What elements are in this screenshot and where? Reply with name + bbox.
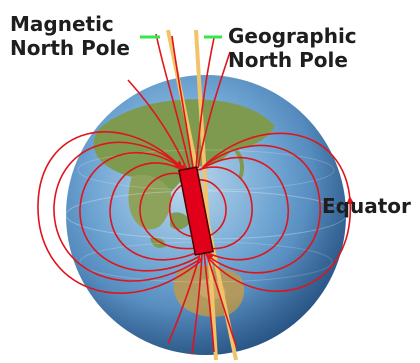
magnetic-label-line2: North Pole — [10, 36, 130, 60]
geographic-label-line1: Geographic — [228, 24, 357, 48]
magnetic-field-lines — [37, 33, 355, 355]
field-line — [191, 253, 203, 355]
geographic-north-pole-label: Geographic North Pole — [228, 24, 357, 72]
magnetic-north-pole-label: Magnetic North Pole — [10, 12, 130, 60]
geographic-label-line2: North Pole — [228, 48, 348, 72]
field-line — [109, 162, 199, 261]
field-line — [201, 144, 321, 274]
field-line — [171, 35, 194, 169]
field-line — [168, 181, 199, 238]
field-line — [53, 141, 203, 282]
field-line — [195, 37, 215, 169]
geographic-axis — [194, 29, 218, 361]
field-line — [139, 170, 197, 250]
field-line — [199, 156, 289, 261]
field-line — [195, 179, 227, 239]
field-line — [155, 33, 191, 171]
bar-magnet — [178, 166, 214, 256]
magnetic-label-line1: Magnetic — [10, 12, 114, 36]
field-line — [197, 166, 253, 253]
equator-label: Equator — [322, 194, 411, 218]
field-line — [127, 79, 189, 173]
field-line — [37, 203, 203, 294]
field-line — [37, 131, 183, 205]
field-line — [197, 51, 231, 169]
field-line — [79, 152, 201, 272]
field-line — [203, 132, 351, 201]
field-line — [203, 251, 215, 353]
field-line — [209, 196, 355, 293]
field-line — [205, 251, 237, 347]
